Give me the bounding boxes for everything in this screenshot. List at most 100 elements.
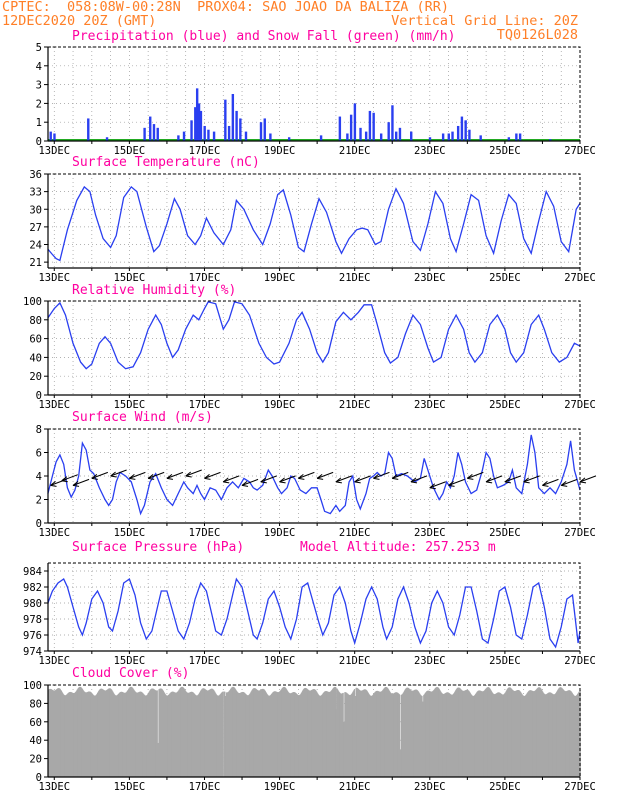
xtick-label: 15DEC xyxy=(114,655,146,667)
header-left-line1: CPTEC: 058:08W-00:28N PROX04: SAO JOAO D… xyxy=(2,0,450,15)
wind-barb xyxy=(373,471,390,479)
ytick-label: 0 xyxy=(36,772,42,784)
xtick-label: 19DEC xyxy=(264,781,296,793)
wind-barb-head xyxy=(241,484,249,487)
precip-bar xyxy=(468,129,471,141)
wind-barb xyxy=(129,471,146,479)
wind-barb-head xyxy=(579,477,586,483)
wind-barb-head xyxy=(373,473,379,479)
ytick-label: 40 xyxy=(29,352,42,364)
precip-bar xyxy=(203,125,206,141)
ytick-label: 100 xyxy=(23,296,42,308)
xtick-label: 25DEC xyxy=(489,527,521,539)
wind-barb-head xyxy=(523,481,530,484)
wind-barb-head xyxy=(61,476,68,482)
precip-bar xyxy=(182,131,186,141)
xtick-label: 27DEC xyxy=(564,399,596,411)
ytick-label: 27 xyxy=(29,222,42,234)
wind-barb-head xyxy=(410,481,418,484)
precip-bar xyxy=(227,125,231,141)
precip-bar xyxy=(53,133,56,141)
ytick-label: 6 xyxy=(36,448,42,460)
wind-barb-head xyxy=(448,481,454,486)
precip-bar xyxy=(149,116,152,141)
wind-barb xyxy=(504,475,522,483)
series-line-2 xyxy=(47,301,581,370)
ytick-label: 8 xyxy=(36,424,42,436)
ytick-label: 5 xyxy=(36,42,42,54)
wind-barb xyxy=(185,469,202,477)
wind-barb-head xyxy=(166,473,173,479)
precip-bar xyxy=(338,116,342,141)
wind-barb-head xyxy=(298,473,304,479)
wind-barb-head xyxy=(129,473,135,479)
wind-barb xyxy=(335,475,353,483)
wind-barb xyxy=(72,478,90,486)
precip-bar xyxy=(391,105,394,141)
precip-bar xyxy=(244,131,248,141)
xtick-label: 27DEC xyxy=(564,527,596,539)
ytick-label: 30 xyxy=(29,204,42,216)
xtick-label: 23DEC xyxy=(414,145,446,157)
wind-barb-head xyxy=(391,473,398,479)
xtick-label: 27DEC xyxy=(564,145,596,157)
wind-barb-head xyxy=(166,477,174,480)
wind-barb-head xyxy=(561,484,568,487)
precip-bar xyxy=(49,131,52,141)
panel-subtitle-4: Model Altitude: 257.253 m xyxy=(300,540,496,555)
panel-title-1: Surface Temperature (nC) xyxy=(72,155,260,170)
wind-barb-head xyxy=(50,481,56,486)
precip-bar xyxy=(152,124,156,141)
cloud-bar xyxy=(398,694,401,777)
precip-bar xyxy=(394,131,398,141)
wind-barb-head xyxy=(485,477,492,483)
ytick-label: 60 xyxy=(29,334,42,346)
wind-barb xyxy=(561,478,578,486)
precip-bar xyxy=(464,120,467,141)
wind-barb xyxy=(354,475,371,483)
precip-bar xyxy=(507,137,511,141)
ytick-label: 21 xyxy=(29,257,42,269)
wind-barb-head xyxy=(316,473,323,479)
xtick-label: 15DEC xyxy=(114,145,146,157)
precip-bar xyxy=(190,120,193,141)
xtick-label: 17DEC xyxy=(189,399,221,411)
precip-bar xyxy=(372,112,375,141)
precip-bar xyxy=(387,122,390,141)
wind-barb-head xyxy=(298,477,305,480)
wind-barb-head xyxy=(448,484,455,487)
wind-barb xyxy=(223,475,240,483)
wind-barb xyxy=(429,481,446,489)
cloud-bar xyxy=(156,690,158,777)
ytick-label: 4 xyxy=(36,61,42,73)
cloud-bar xyxy=(222,691,224,777)
ytick-label: 978 xyxy=(23,614,42,626)
wind-barb xyxy=(166,471,184,479)
precip-bar xyxy=(177,135,180,141)
ytick-label: 3 xyxy=(36,80,42,92)
precip-bar xyxy=(349,114,353,141)
ytick-label: 33 xyxy=(29,187,42,199)
ytick-label: 0 xyxy=(36,136,42,148)
xtick-label: 17DEC xyxy=(189,527,221,539)
plot-frame xyxy=(47,46,581,142)
wind-barb xyxy=(467,471,484,479)
xtick-label: 13DEC xyxy=(38,527,70,539)
plot-frame xyxy=(47,300,581,396)
wind-barb-head xyxy=(50,484,57,487)
wind-barb-head xyxy=(241,481,248,486)
xtick-label: 19DEC xyxy=(264,399,296,411)
wind-barb-head xyxy=(523,477,529,483)
precip-bar xyxy=(410,131,413,141)
wind-barb-head xyxy=(579,481,587,484)
wind-barb-head xyxy=(504,481,511,484)
wind-barb-head xyxy=(560,481,567,486)
ytick-label: 2 xyxy=(36,495,42,507)
xtick-label: 15DEC xyxy=(114,272,146,284)
wind-barb-head xyxy=(185,475,192,478)
panel-title-4: Surface Pressure (hPa) xyxy=(72,540,244,555)
wind-barb-head xyxy=(72,484,80,487)
precip-bar xyxy=(441,133,445,141)
precip-bar xyxy=(287,137,291,141)
precip-bar xyxy=(105,137,109,141)
